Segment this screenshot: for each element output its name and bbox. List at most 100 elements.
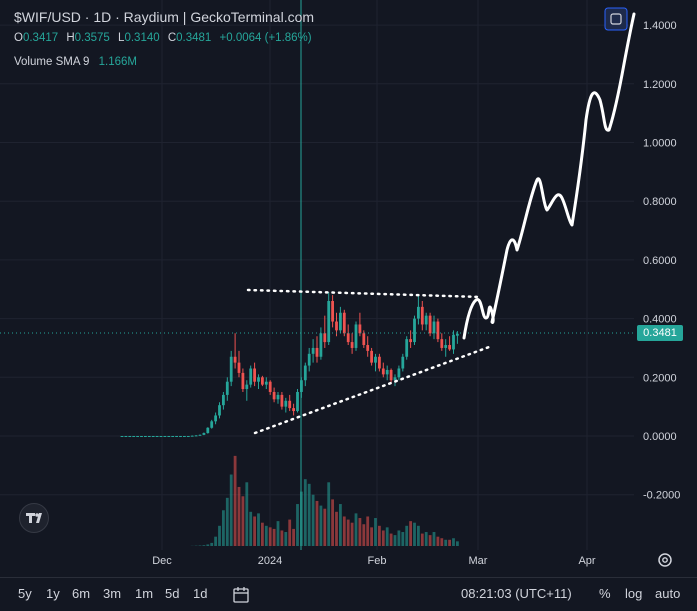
- timeframe-1m[interactable]: 1m: [135, 586, 153, 601]
- candle-body: [335, 322, 338, 331]
- volume-bar: [234, 456, 237, 546]
- candle-body: [401, 357, 404, 369]
- time-tick-label: Mar: [469, 555, 488, 567]
- candle-body: [312, 348, 315, 354]
- timeframe-6m[interactable]: 6m: [72, 586, 90, 601]
- candle-body: [355, 324, 358, 347]
- volume-bar: [281, 530, 284, 546]
- candle-body: [362, 333, 365, 345]
- candle-body: [230, 357, 233, 382]
- candle-body: [413, 319, 416, 342]
- volume-bar: [335, 512, 338, 546]
- candle-body: [136, 436, 139, 437]
- price-tick-label: 0.8000: [643, 196, 677, 208]
- timeframe-3m[interactable]: 3m: [103, 586, 121, 601]
- candle-body: [394, 377, 397, 380]
- volume-bar: [312, 495, 315, 546]
- volume-bar: [210, 543, 213, 546]
- candle-body: [304, 366, 307, 381]
- settings-gear-icon[interactable]: [659, 554, 671, 566]
- volume-bar: [452, 538, 455, 546]
- candle-body: [156, 436, 159, 437]
- volume-bar: [456, 541, 459, 546]
- candle-body: [409, 339, 412, 342]
- volume-bar: [347, 520, 350, 546]
- volume-bar: [351, 523, 354, 546]
- volume-bar: [437, 537, 440, 546]
- candle-body: [296, 392, 299, 411]
- candle-body: [444, 345, 447, 348]
- price-tick-label: 0.6000: [643, 255, 677, 267]
- volume-bar: [304, 479, 307, 546]
- timeframe-5d[interactable]: 5d: [165, 586, 179, 601]
- candle-body: [257, 377, 260, 381]
- volume-bar: [390, 534, 393, 546]
- percent-scale-toggle[interactable]: %: [599, 586, 611, 601]
- timeframe-1y[interactable]: 1y: [46, 586, 60, 601]
- volume-bar: [366, 516, 369, 546]
- time-tick-label: 2024: [258, 555, 282, 567]
- candle-body: [437, 322, 440, 340]
- tradingview-logo-icon[interactable]: [19, 503, 49, 533]
- volume-bar: [238, 487, 241, 546]
- volume-bars: [191, 456, 459, 546]
- candle-body: [284, 401, 287, 407]
- timeframe-5y[interactable]: 5y: [18, 586, 32, 601]
- candle-body: [398, 368, 401, 377]
- candle-body: [429, 316, 432, 334]
- volume-bar: [331, 499, 334, 546]
- candle-body: [281, 395, 284, 407]
- volume-bar: [316, 501, 319, 546]
- volume-indicator: SMA 9: [56, 56, 90, 68]
- candle-body: [214, 415, 217, 421]
- candle-body: [316, 348, 319, 357]
- candle-body: [292, 408, 295, 411]
- candle-body: [452, 335, 455, 350]
- candle-body: [218, 405, 221, 415]
- candle-body: [234, 357, 237, 363]
- candle-body: [378, 357, 381, 369]
- candlesticks: [121, 292, 459, 437]
- open-value: 0.3417: [23, 32, 58, 44]
- candle-body: [374, 357, 377, 363]
- candle-body: [351, 342, 354, 348]
- volume-bar: [362, 524, 365, 546]
- candle-body: [132, 436, 135, 437]
- volume-bar: [230, 475, 233, 546]
- volume-bar: [343, 516, 346, 546]
- resistance-dotted-line: [248, 290, 481, 297]
- candle-body: [144, 436, 147, 437]
- candle-body: [171, 436, 174, 437]
- candle-body: [331, 301, 334, 322]
- volume-bar: [296, 504, 299, 546]
- candle-body: [183, 436, 186, 437]
- volume-bar: [378, 526, 381, 546]
- candle-body: [152, 436, 155, 437]
- volume-bar: [265, 526, 268, 546]
- timeframe-1d[interactable]: 1d: [193, 586, 207, 601]
- candle-body: [265, 382, 268, 385]
- candle-body: [425, 316, 428, 325]
- candle-body: [386, 370, 389, 374]
- price-tick-label: 1.0000: [643, 138, 677, 150]
- auto-scale-toggle[interactable]: auto: [655, 586, 680, 601]
- volume-bar: [284, 532, 287, 546]
- volume-bar: [409, 521, 412, 546]
- volume-bar: [421, 534, 424, 546]
- calendar-range-icon[interactable]: [231, 585, 251, 605]
- volume-bar: [429, 535, 432, 546]
- reset-scale-icon[interactable]: [605, 8, 627, 30]
- price-axis[interactable]: 1.40001.20001.00000.80000.60000.40000.20…: [643, 20, 680, 502]
- candle-body: [175, 436, 178, 437]
- log-scale-toggle[interactable]: log: [625, 586, 642, 601]
- candle-body: [456, 334, 459, 336]
- candle-body: [238, 363, 241, 373]
- price-tick-label: 0.2000: [643, 372, 677, 384]
- volume-bar: [249, 512, 252, 546]
- candle-body: [242, 373, 245, 389]
- clock-readout[interactable]: 08:21:03 (UTC+11): [461, 586, 572, 601]
- volume-bar: [206, 544, 209, 546]
- volume-bar: [257, 513, 260, 546]
